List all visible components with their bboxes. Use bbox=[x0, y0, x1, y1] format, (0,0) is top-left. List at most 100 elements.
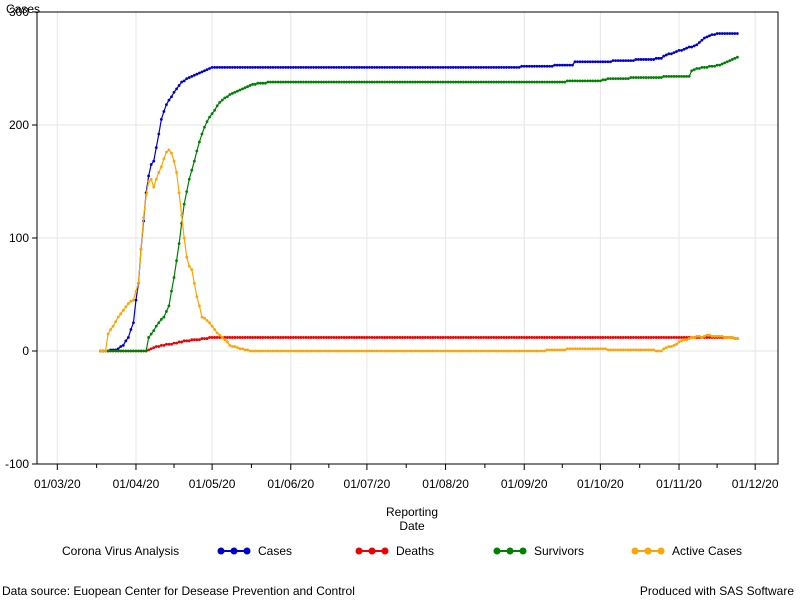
data-point-cases bbox=[192, 73, 196, 77]
data-point-survivors bbox=[662, 75, 666, 78]
data-point-survivors bbox=[335, 80, 338, 84]
y-tick-label: 200 bbox=[9, 118, 29, 132]
data-point-deaths bbox=[375, 336, 379, 339]
series-active-cases bbox=[99, 148, 739, 353]
data-point-deaths bbox=[576, 336, 579, 339]
data-point-deaths bbox=[604, 336, 607, 339]
x-tick-label: 01/03/20 bbox=[34, 477, 81, 491]
data-point-survivors bbox=[327, 80, 331, 84]
data-point-deaths bbox=[281, 336, 285, 339]
data-point-survivors bbox=[667, 75, 671, 78]
data-point-cases bbox=[629, 59, 633, 62]
series-line-survivors bbox=[100, 56, 738, 352]
data-point-active-cases bbox=[147, 180, 151, 183]
data-point-deaths bbox=[459, 336, 463, 339]
data-point-active-cases bbox=[167, 148, 171, 152]
legend-swatch-survivors bbox=[493, 547, 527, 555]
data-point-deaths bbox=[286, 336, 290, 339]
data-point-active-cases bbox=[522, 349, 526, 353]
data-point-survivors bbox=[355, 80, 359, 84]
data-point-deaths bbox=[218, 336, 222, 339]
data-point-deaths bbox=[423, 336, 427, 339]
data-point-deaths bbox=[322, 336, 326, 339]
data-point-deaths bbox=[413, 336, 417, 339]
data-point-survivors bbox=[692, 68, 696, 72]
data-point-active-cases bbox=[621, 348, 625, 352]
data-point-survivors bbox=[416, 80, 420, 84]
data-point-survivors bbox=[545, 80, 549, 84]
data-point-deaths bbox=[208, 336, 211, 339]
data-point-active-cases bbox=[456, 349, 460, 353]
data-point-active-cases bbox=[647, 348, 650, 352]
data-point-active-cases bbox=[540, 349, 544, 353]
data-point-active-cases bbox=[114, 320, 118, 324]
data-point-cases bbox=[713, 33, 716, 36]
data-point-survivors bbox=[205, 120, 209, 124]
data-point-cases bbox=[441, 65, 445, 69]
data-point-cases bbox=[664, 53, 668, 57]
data-point-survivors bbox=[532, 80, 536, 84]
data-point-cases bbox=[685, 46, 689, 50]
data-point-deaths bbox=[609, 336, 612, 339]
data-point-survivors bbox=[208, 115, 211, 119]
data-point-cases bbox=[291, 65, 295, 69]
data-point-deaths bbox=[408, 336, 412, 339]
data-point-survivors bbox=[720, 62, 724, 66]
data-point-deaths bbox=[525, 336, 529, 339]
data-point-cases bbox=[180, 80, 184, 84]
data-point-deaths bbox=[269, 336, 272, 339]
data-point-deaths bbox=[388, 336, 392, 339]
data-point-cases bbox=[365, 65, 369, 69]
data-point-active-cases bbox=[593, 347, 597, 351]
data-point-active-cases bbox=[218, 333, 222, 337]
data-point-active-cases bbox=[631, 348, 635, 352]
data-point-deaths bbox=[258, 336, 262, 339]
data-point-cases bbox=[121, 343, 125, 347]
data-point-active-cases bbox=[558, 348, 562, 352]
data-point-survivors bbox=[515, 80, 519, 84]
data-point-active-cases bbox=[378, 349, 381, 353]
data-point-cases bbox=[329, 65, 333, 69]
data-point-survivors bbox=[591, 79, 595, 83]
data-point-active-cases bbox=[263, 349, 267, 353]
data-point-active-cases bbox=[697, 334, 701, 338]
data-point-cases bbox=[472, 65, 475, 69]
data-point-cases bbox=[370, 65, 374, 69]
data-point-survivors bbox=[319, 80, 323, 84]
data-point-active-cases bbox=[159, 165, 163, 169]
data-point-active-cases bbox=[296, 349, 300, 353]
data-point-cases bbox=[355, 65, 359, 69]
data-point-deaths bbox=[474, 336, 478, 339]
data-point-deaths bbox=[385, 336, 389, 339]
data-point-cases bbox=[362, 65, 366, 69]
data-point-deaths bbox=[271, 336, 275, 339]
data-point-survivors bbox=[126, 349, 130, 353]
data-point-survivors bbox=[479, 80, 483, 84]
data-point-cases bbox=[172, 90, 176, 94]
data-point-active-cases bbox=[243, 348, 247, 352]
data-point-deaths bbox=[456, 336, 460, 339]
data-point-active-cases bbox=[548, 348, 552, 352]
data-point-survivors bbox=[512, 80, 516, 84]
data-point-survivors bbox=[165, 310, 168, 313]
data-point-survivors bbox=[472, 80, 475, 84]
data-point-active-cases bbox=[294, 349, 298, 353]
data-point-active-cases bbox=[720, 334, 724, 338]
data-point-survivors bbox=[383, 80, 387, 84]
data-point-cases bbox=[593, 60, 597, 64]
data-point-deaths bbox=[479, 336, 483, 339]
data-point-deaths bbox=[578, 336, 582, 339]
data-point-deaths bbox=[335, 336, 338, 339]
data-point-cases bbox=[307, 65, 310, 69]
data-point-deaths bbox=[329, 336, 333, 339]
data-point-active-cases bbox=[586, 347, 590, 351]
data-point-cases bbox=[314, 65, 318, 69]
data-point-survivors bbox=[345, 80, 348, 84]
data-point-deaths bbox=[284, 336, 288, 339]
data-point-cases bbox=[208, 67, 211, 70]
data-point-active-cases bbox=[505, 349, 508, 353]
data-point-cases bbox=[505, 65, 508, 69]
data-point-cases bbox=[710, 33, 714, 36]
data-point-active-cases bbox=[695, 334, 699, 338]
